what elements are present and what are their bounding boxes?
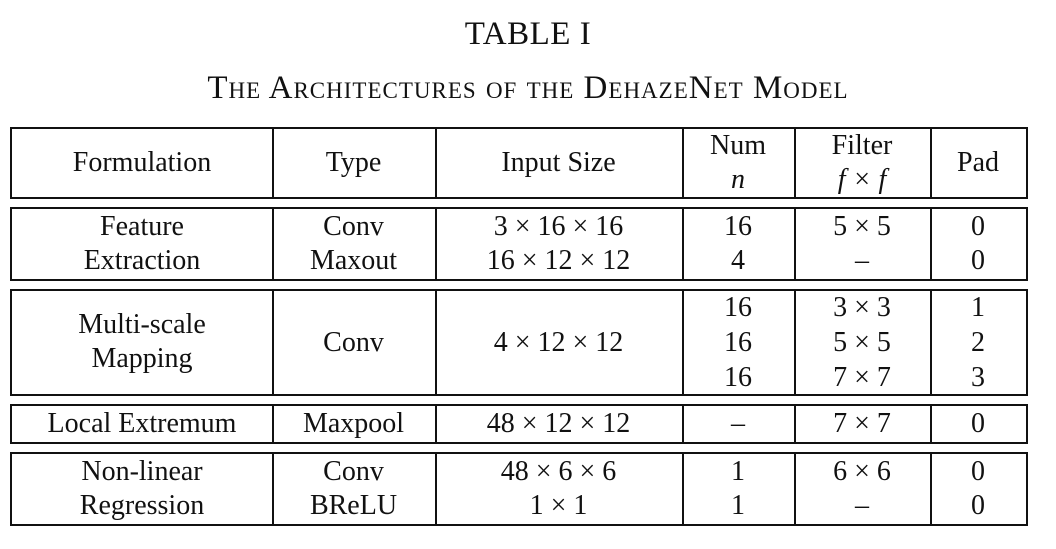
group-feature-extraction: Feature Extraction Conv Maxout 3 × 16 × …: [10, 207, 1028, 281]
pad-cell: 2: [971, 327, 985, 358]
input-size-cell: 1 × 1: [529, 490, 588, 521]
num-cell: 1: [731, 456, 745, 487]
table-number: TABLE I: [464, 16, 592, 52]
table-header: Formulation Type Input Size Num n Filter…: [10, 127, 1028, 199]
pad-cell: 0: [971, 408, 985, 439]
num-cell: 1: [731, 490, 745, 521]
num-cell: 16: [724, 327, 752, 358]
header-filter-symbol: f × f: [837, 164, 887, 195]
formulation-cell: Mapping: [91, 343, 193, 374]
formulation-cell: Regression: [79, 490, 205, 521]
pad-cell: 0: [971, 211, 985, 242]
pad-cell: 0: [971, 245, 985, 276]
filter-cell: 7 × 7: [833, 362, 891, 393]
type-cell: BReLU: [309, 490, 398, 521]
filter-cell: 7 × 7: [833, 408, 891, 439]
header-filter: Filter: [831, 130, 893, 161]
input-size-cell: 16 × 12 × 12: [486, 245, 631, 276]
num-cell: 4: [731, 245, 745, 276]
input-size-cell: 48 × 12 × 12: [486, 408, 631, 439]
header-num: Num: [710, 130, 766, 161]
filter-cell: –: [855, 245, 869, 276]
num-cell: –: [731, 408, 745, 439]
num-cell: 16: [724, 362, 752, 393]
num-cell: 16: [724, 211, 752, 242]
type-cell: Conv: [323, 327, 384, 358]
type-cell: Maxout: [309, 245, 398, 276]
header-input-size: Input Size: [501, 147, 616, 178]
header-type: Type: [325, 147, 382, 178]
type-cell: Conv: [323, 456, 384, 487]
group-multi-scale-mapping: Multi-scale Mapping Conv 4 × 12 × 12 16 …: [10, 289, 1028, 396]
type-cell: Conv: [323, 211, 384, 242]
table-title: The Architectures of the DehazeNet Model: [207, 70, 849, 106]
pad-cell: 0: [971, 490, 985, 521]
num-cell: 16: [724, 292, 752, 323]
pad-cell: 1: [971, 292, 985, 323]
filter-cell: –: [855, 490, 869, 521]
filter-cell: 5 × 5: [833, 327, 891, 358]
filter-cell: 5 × 5: [833, 211, 891, 242]
group-local-extremum: Local Extremum Maxpool 48 × 12 × 12 – 7 …: [10, 404, 1028, 444]
header-num-symbol: n: [731, 164, 745, 195]
input-size-cell: 4 × 12 × 12: [493, 327, 624, 358]
input-size-cell: 48 × 6 × 6: [500, 456, 617, 487]
group-non-linear-regression: Non-linear Regression Conv BReLU 48 × 6 …: [10, 452, 1028, 526]
type-cell: Maxpool: [302, 408, 405, 439]
formulation-cell: Extraction: [83, 245, 201, 276]
input-size-cell: 3 × 16 × 16: [493, 211, 624, 242]
pad-cell: 0: [971, 456, 985, 487]
pad-cell: 3: [971, 362, 985, 393]
formulation-cell: Local Extremum: [47, 408, 237, 439]
filter-cell: 3 × 3: [833, 292, 891, 323]
header-formulation: Formulation: [72, 147, 212, 178]
formulation-cell: Multi-scale: [78, 309, 206, 340]
filter-cell: 6 × 6: [833, 456, 891, 487]
formulation-cell: Feature: [100, 211, 184, 242]
header-pad: Pad: [957, 147, 999, 178]
formulation-cell: Non-linear: [81, 456, 203, 487]
